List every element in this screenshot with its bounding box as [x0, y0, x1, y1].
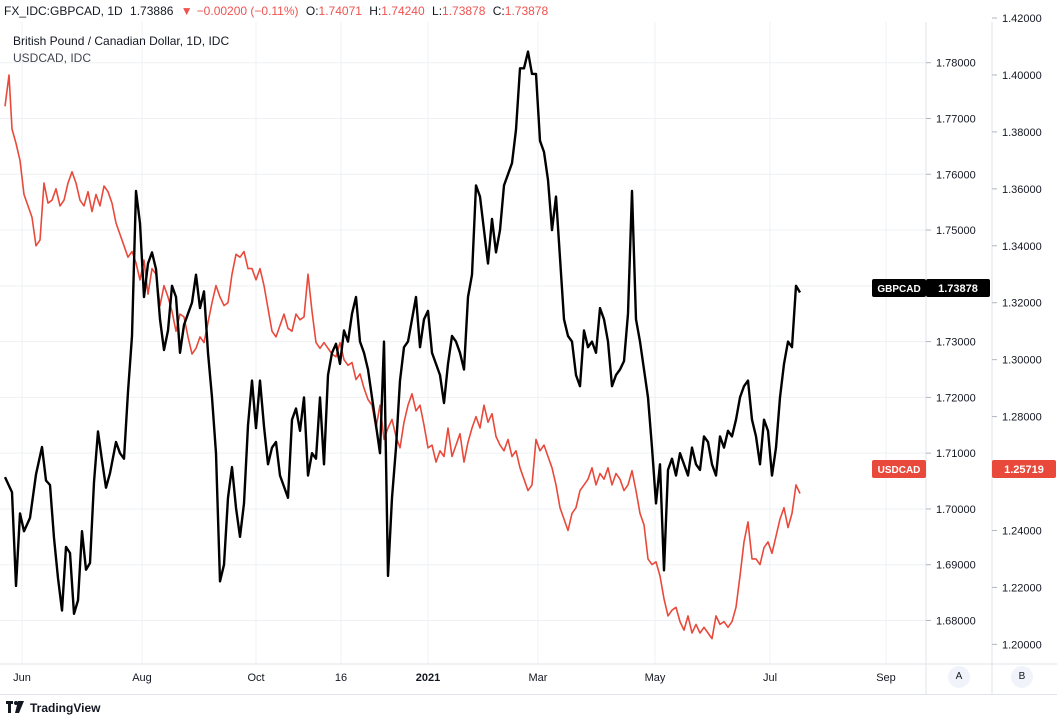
close-label: C:: [492, 4, 505, 18]
symbol-info-bar: FX_IDC:GBPCAD, 1D 1.73886 ▼ −0.00200 (−0.…: [0, 0, 1057, 22]
left-axis-tick-label: 1.68000: [936, 615, 976, 627]
open-value: 1.74071: [318, 4, 362, 18]
gbpcad-last-price: 1.73878: [938, 283, 978, 295]
time-axis-tick-label: Mar: [529, 672, 548, 684]
last-value-labels: GBPCAD 1.73878 USDCAD 1.25719: [872, 279, 1056, 478]
time-axis-tick-label: Oct: [247, 672, 264, 684]
time-axis-tick-label: Aug: [132, 672, 152, 684]
auto-scale-button[interactable]: A: [948, 666, 970, 688]
footer-bar: TradingView: [0, 694, 1057, 720]
tradingview-logo-icon: [6, 701, 24, 713]
gbpcad-price-tag: [926, 279, 990, 297]
usdcad-last-price: 1.25719: [1004, 464, 1044, 476]
left-price-axis[interactable]: 1.780001.770001.760001.750001.740001.730…: [926, 58, 976, 628]
tradingview-logo[interactable]: TradingView: [6, 701, 100, 715]
chart-axes: [0, 22, 1057, 694]
symbol-name[interactable]: FX_IDC:GBPCAD, 1D: [4, 4, 123, 18]
left-axis-tick-label: 1.77000: [936, 113, 976, 125]
time-axis-tick-label: Jul: [763, 672, 777, 684]
time-axis-tick-label: Jun: [13, 672, 31, 684]
usdcad-series-line[interactable]: [4, 74, 801, 640]
left-axis-tick-label: 1.78000: [936, 58, 976, 70]
right-axis-tick-label: 1.28000: [1002, 412, 1042, 424]
low-label: L:: [432, 4, 443, 18]
right-axis-tick-label: 1.36000: [1002, 184, 1042, 196]
gbpcad-name-label: GBPCAD: [877, 284, 920, 295]
change-down-arrow-icon: ▼: [180, 4, 193, 18]
right-axis-tick-label: 1.42000: [1002, 13, 1042, 25]
right-axis-tick-label: 1.34000: [1002, 241, 1042, 253]
left-axis-tick-label: 1.70000: [936, 504, 976, 516]
high-label: H:: [369, 4, 382, 18]
high-value: 1.74240: [381, 4, 425, 18]
chart-grid: [0, 22, 926, 664]
series-lines: [3, 50, 802, 640]
left-axis-tick-label: 1.73000: [936, 337, 976, 349]
usdcad-price-tag: [992, 460, 1056, 478]
time-axis-tick-label: 2021: [416, 672, 440, 684]
legend-compare-series[interactable]: USDCAD, IDC: [13, 51, 92, 65]
right-axis-tick-label: 1.38000: [1002, 127, 1042, 139]
time-axis[interactable]: Jun Aug Oct 16 2021 Mar May Jul Sep: [13, 672, 896, 684]
left-axis-tick-label: 1.76000: [936, 169, 976, 181]
usdcad-name-tag: [872, 460, 926, 478]
usdcad-name-label: USDCAD: [878, 465, 921, 476]
time-axis-tick-label: May: [645, 672, 666, 684]
price-change: −0.00200 (−0.11%): [196, 4, 299, 18]
left-axis-tick-label: 1.69000: [936, 560, 976, 572]
right-price-axis[interactable]: 1.42000 1.40000 1.38000 1.36000 1.34000 1.320…: [992, 13, 1042, 651]
right-axis-tick-label: 1.20000: [1002, 639, 1042, 651]
left-axis-tick-label: 1.71000: [936, 448, 976, 460]
axis-scale-button[interactable]: B: [1011, 666, 1033, 688]
right-axis-tick-label: 1.40000: [1002, 70, 1042, 82]
tradingview-logo-text: TradingView: [30, 701, 101, 715]
open-label: O:: [305, 4, 319, 18]
gbpcad-name-tag: [872, 279, 926, 297]
gbpcad-series-line[interactable]: [3, 50, 802, 615]
left-axis-tick-label: 1.72000: [936, 392, 976, 404]
right-axis-tick-label: 1.32000: [1002, 298, 1042, 310]
time-axis-tick-label: Sep: [876, 672, 896, 684]
chart-legend: British Pound / Canadian Dollar, 1D, IDC…: [13, 33, 229, 67]
close-value: 1.73878: [504, 4, 549, 18]
right-axis-tick-label: 1.30000: [1002, 355, 1042, 367]
right-axis-tick-label: 1.22000: [1002, 582, 1042, 594]
legend-main-series[interactable]: British Pound / Canadian Dollar, 1D, IDC: [13, 34, 230, 48]
right-axis-tick-label: 1.24000: [1002, 525, 1042, 537]
price-chart[interactable]: 1.780001.770001.760001.750001.740001.730…: [0, 0, 1057, 694]
left-axis-tick-label: 1.75000: [936, 225, 976, 237]
low-value: 1.73878: [442, 4, 486, 18]
time-axis-tick-label: 16: [335, 672, 347, 684]
last-price: 1.73886: [130, 4, 174, 18]
